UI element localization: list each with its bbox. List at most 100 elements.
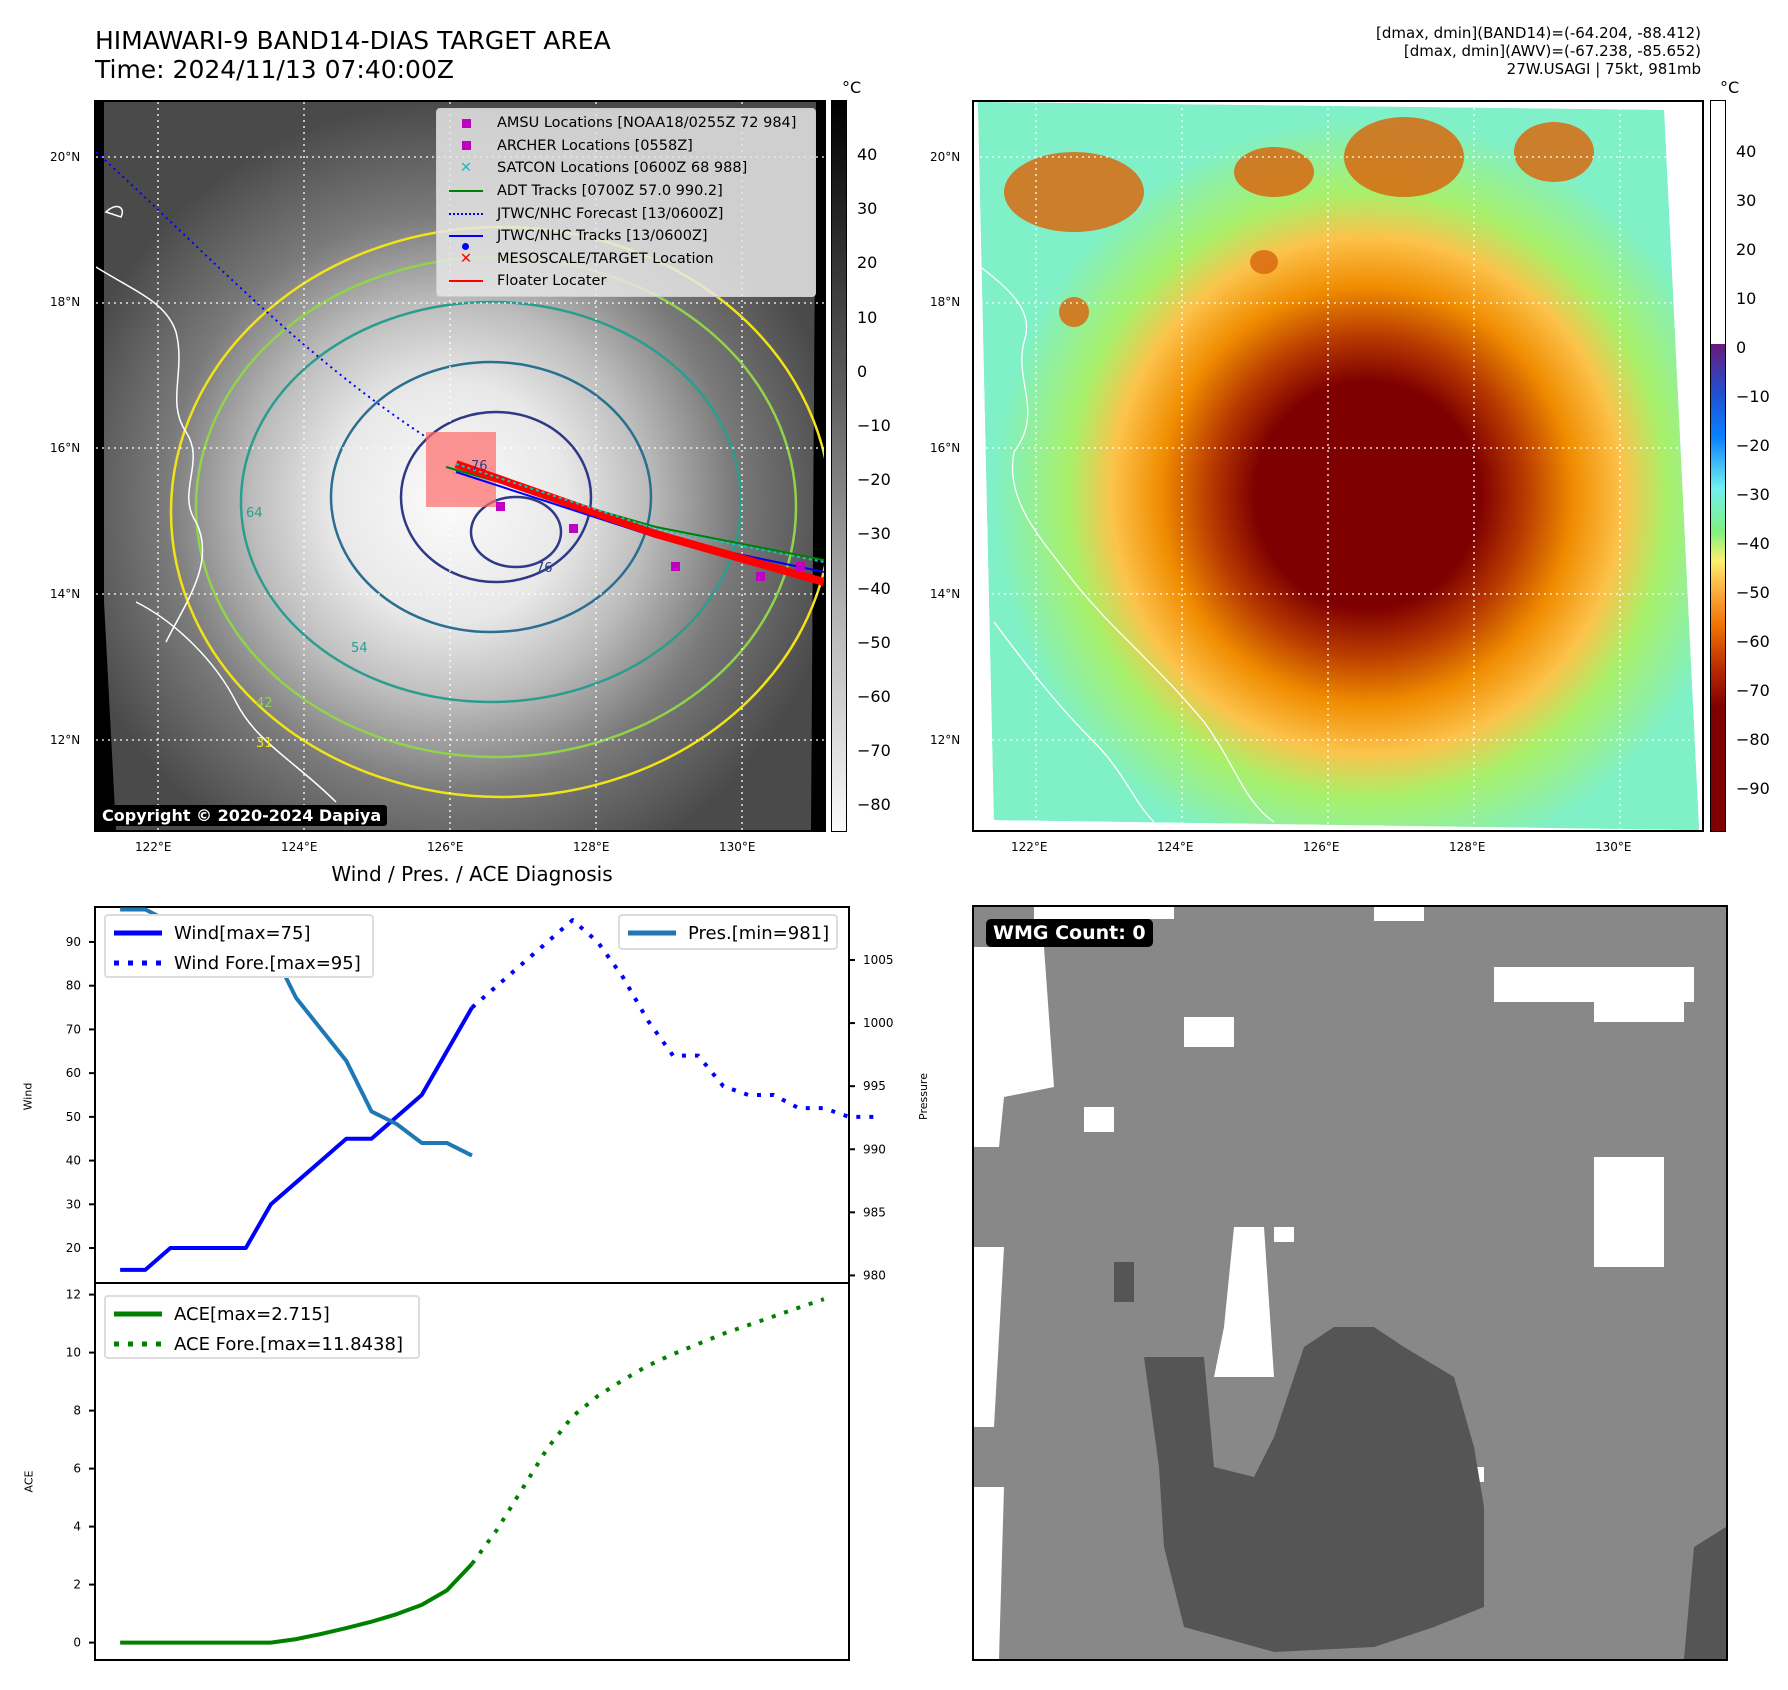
wmg-panel: WMG Count: 0 [972, 905, 1728, 1661]
lon-tick: 130°E [719, 840, 756, 854]
wind-tick-label: 50 [66, 1110, 81, 1124]
legend-item: ACE[max=2.715] [106, 1299, 418, 1329]
ace-tick-label: 8 [73, 1404, 81, 1418]
ace-forecast-line [470, 1297, 825, 1566]
ace-tick-label: 6 [73, 1462, 81, 1476]
lon-tick: 124°E [1157, 840, 1194, 854]
lat-tick: 16°N [50, 441, 81, 455]
lon-tick: 124°E [281, 840, 318, 854]
lat-tick: 18°N [50, 295, 81, 309]
pressure-legend: Pres.[min=981] [618, 914, 838, 950]
square-marker-icon [461, 118, 471, 128]
solid-line-icon [114, 930, 162, 936]
lon-tick: 122°E [1011, 840, 1048, 854]
solid-line-icon [114, 1311, 162, 1317]
x-marker-icon: ✕ [459, 160, 473, 177]
map-legend: AMSU Locations [NOAA18/0255Z 72 984] ARC… [436, 108, 816, 297]
legend-item: Wind Fore.[max=95] [106, 948, 372, 978]
colorbar-unit: °C [842, 78, 862, 97]
wind-tick-label: 30 [66, 1197, 81, 1211]
ace-axes-frame [94, 1282, 850, 1661]
coastlines [96, 205, 337, 803]
colorbar-tick: −80 [1736, 730, 1770, 749]
coastlines [974, 261, 1275, 823]
lon-tick: 128°E [1449, 840, 1486, 854]
storm-info: 27W.USAGI | 75kt, 981mb [1506, 60, 1701, 78]
legend-label: ARCHER Locations [0558Z] [497, 137, 693, 154]
contour-label: 54 [351, 641, 368, 656]
line-icon [449, 280, 483, 283]
solid-line-icon [628, 930, 676, 936]
pressure-tick-label: 1000 [863, 1016, 894, 1030]
wind-forecast-line [470, 918, 875, 1119]
wind-tick-label: 60 [66, 1066, 81, 1080]
amsu-markers [496, 502, 805, 581]
jtwc-forecast-track [96, 151, 427, 438]
satcon-track [455, 463, 824, 563]
wind-tick-label: 90 [66, 935, 81, 949]
legend-item: ACE Fore.[max=11.8438] [106, 1329, 418, 1359]
ace-tick-label: 0 [73, 1636, 81, 1650]
colorbar-unit: °C [1720, 78, 1740, 97]
colorbar-tick: 20 [857, 253, 878, 273]
graticule [974, 102, 1702, 830]
colorbar-tick: −70 [857, 741, 891, 761]
copyright-label: Copyright © 2020-2024 Dapiya [96, 805, 388, 826]
colorbar-tick: 30 [1736, 191, 1757, 210]
ace-line [120, 1562, 474, 1645]
lat-tick: 14°N [930, 587, 961, 601]
wind-tick-label: 40 [66, 1154, 81, 1168]
lon-tick: 128°E [573, 840, 610, 854]
lat-tick: 20°N [930, 150, 961, 164]
lat-tick: 20°N [50, 150, 81, 164]
awv-map [972, 100, 1704, 832]
band14-map: AMSU Locations [NOAA18/0255Z 72 984] ARC… [94, 100, 826, 832]
legend-label: ACE Fore.[max=11.8438] [174, 1333, 403, 1355]
colorbar-tick: −20 [857, 470, 891, 490]
ace-tick-label: 4 [73, 1520, 81, 1534]
ace-tick-label: 10 [66, 1346, 81, 1360]
colorbar-tick: −10 [1736, 387, 1770, 406]
legend-label: SATCON Locations [0600Z 68 988] [497, 160, 748, 177]
awv-range: [dmax, dmin](AWV)=(-67.238, -85.652) [1403, 42, 1701, 60]
line-icon [449, 190, 483, 193]
legend-label: JTWC/NHC Forecast [13/0600Z] [497, 205, 724, 222]
legend-item: ✕ MESOSCALE/TARGET Location [443, 248, 809, 271]
colorbar-tick: −60 [1736, 632, 1770, 651]
colorbar-tick: 0 [1736, 338, 1747, 357]
colorbar-tick: 10 [1736, 289, 1757, 308]
ace-tick-label: 2 [73, 1578, 81, 1592]
awv-colorbar [1710, 100, 1726, 832]
pressure-tick-label: 990 [863, 1142, 886, 1156]
diagnosis-title: Wind / Pres. / ACE Diagnosis [331, 862, 613, 886]
colorbar-tick: −30 [1736, 485, 1770, 504]
wind-tick-label: 80 [66, 979, 81, 993]
legend-item: ADT Tracks [0700Z 57.0 990.2] [443, 180, 809, 203]
wind-legend: Wind[max=75] Wind Fore.[max=95] [104, 914, 374, 978]
legend-label: MESOSCALE/TARGET Location [497, 250, 714, 267]
colorbar-tick: 0 [857, 361, 868, 381]
legend-label: ADT Tracks [0700Z 57.0 990.2] [497, 183, 723, 200]
contour-label: 76 [471, 459, 488, 474]
lat-tick: 18°N [930, 295, 961, 309]
colorbar-tick: −30 [857, 524, 891, 544]
legend-item: Pres.[min=981] [620, 918, 836, 948]
line-dot-icon [449, 235, 483, 238]
wind-tick-label: 20 [66, 1241, 81, 1255]
legend-item: Floater Locater [443, 270, 809, 293]
legend-label: AMSU Locations [NOAA18/0255Z 72 984] [497, 115, 797, 132]
x-marker-icon: ✕ [459, 250, 473, 267]
colorbar-tick: −50 [1736, 583, 1770, 602]
contour-label: 76 [536, 561, 553, 576]
colorbar-tick: −70 [1736, 681, 1770, 700]
lon-tick: 122°E [135, 840, 172, 854]
colorbar-tick: −10 [857, 416, 891, 435]
colorbar-tick: −80 [857, 795, 891, 815]
lat-tick: 14°N [50, 587, 81, 601]
colorbar-tick: 40 [1736, 142, 1757, 161]
colorbar-tick: 40 [857, 145, 878, 164]
pressure-tick-label: 995 [863, 1079, 886, 1093]
colorbar-tick: −50 [857, 632, 891, 652]
dotted-line-icon [114, 1341, 162, 1347]
contour-label: 42 [256, 696, 273, 711]
